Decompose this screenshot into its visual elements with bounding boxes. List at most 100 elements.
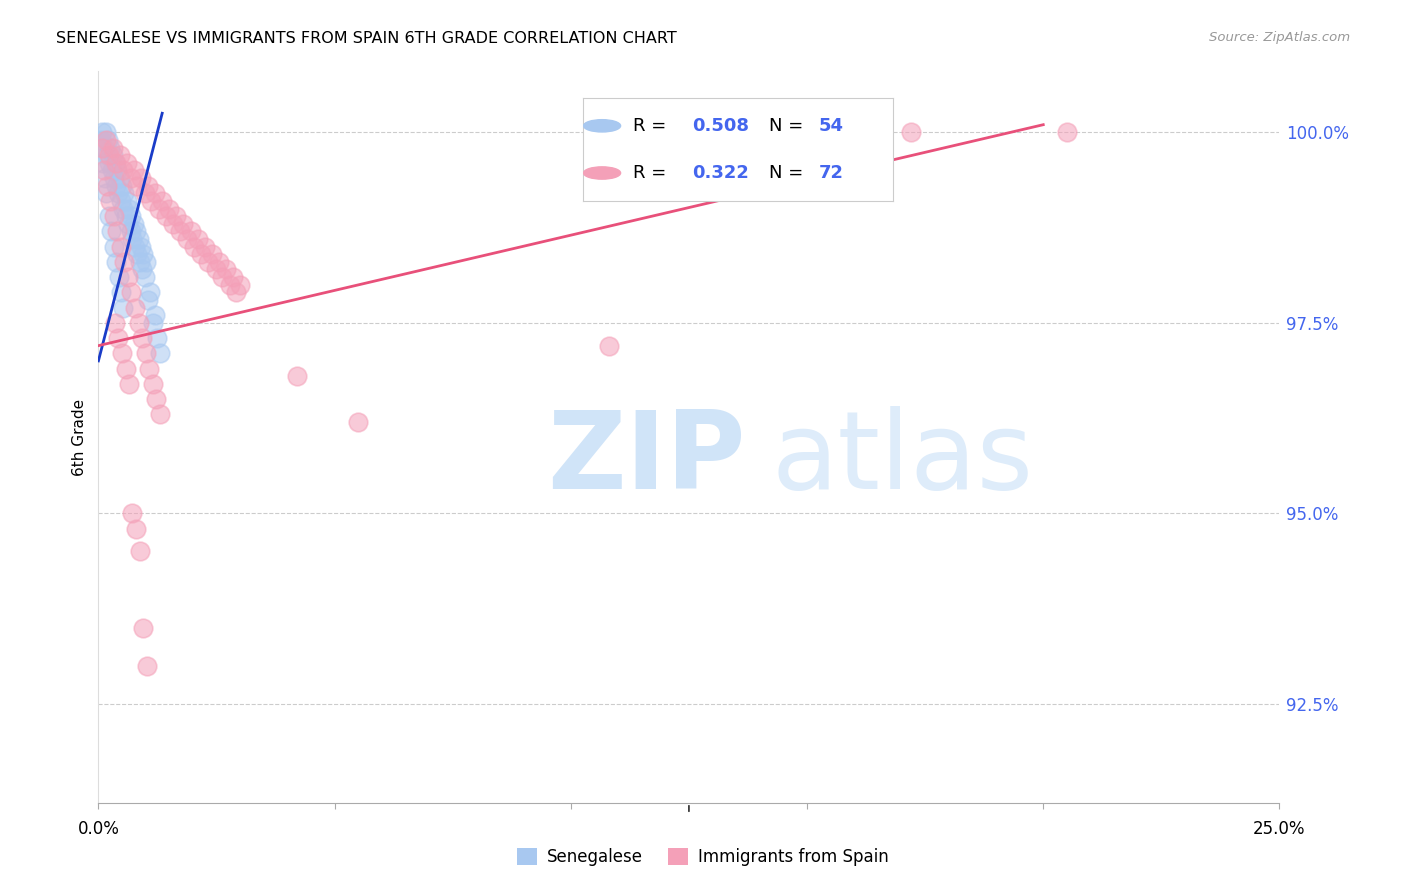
Point <box>96 148 118 162</box>
Point <box>134 270 156 285</box>
Point <box>107 331 129 345</box>
Point <box>118 202 141 216</box>
Point <box>222 270 245 285</box>
Point <box>142 376 165 391</box>
Point <box>162 217 184 231</box>
Point <box>900 125 922 139</box>
Point <box>142 316 165 330</box>
Point <box>104 155 127 169</box>
Text: N =: N = <box>769 117 808 135</box>
Point <box>117 270 139 285</box>
Point <box>211 270 233 285</box>
Point <box>124 301 146 315</box>
Point <box>97 148 120 162</box>
Point <box>97 133 120 147</box>
Point <box>105 178 128 193</box>
Point <box>107 186 129 201</box>
Point <box>111 163 134 178</box>
Text: 0.0%: 0.0% <box>77 820 120 838</box>
Point <box>104 255 127 269</box>
Point <box>598 338 620 352</box>
Point <box>98 140 121 154</box>
Point <box>96 186 118 201</box>
Point <box>125 224 148 238</box>
Point <box>146 331 169 345</box>
Point <box>115 194 138 208</box>
Point <box>138 361 160 376</box>
Text: Source: ZipAtlas.com: Source: ZipAtlas.com <box>1209 31 1350 45</box>
Point <box>155 209 177 223</box>
Point <box>98 194 121 208</box>
Point <box>110 239 132 253</box>
Circle shape <box>583 167 620 179</box>
Point <box>132 621 155 635</box>
Point <box>197 255 219 269</box>
Point <box>101 148 124 162</box>
Point <box>96 178 118 193</box>
Circle shape <box>583 120 620 132</box>
Point <box>108 148 131 162</box>
Point <box>100 224 122 238</box>
Point <box>91 140 114 154</box>
Y-axis label: 6th Grade: 6th Grade <box>72 399 87 475</box>
Point <box>111 202 134 216</box>
Point <box>145 392 167 406</box>
Point <box>93 163 115 178</box>
Point <box>112 255 135 269</box>
Point <box>103 171 125 186</box>
Text: N =: N = <box>769 164 808 182</box>
Point <box>105 155 128 169</box>
Point <box>97 155 120 169</box>
Point <box>103 239 125 253</box>
Point <box>122 163 145 178</box>
Point <box>194 239 217 253</box>
Point <box>127 178 149 193</box>
Point <box>134 186 156 201</box>
Point <box>105 224 128 238</box>
Point <box>120 171 142 186</box>
Point <box>165 209 187 223</box>
Text: 25.0%: 25.0% <box>1253 820 1306 838</box>
Point <box>110 285 132 300</box>
Point <box>149 407 172 421</box>
Point <box>176 232 198 246</box>
Point <box>129 544 152 558</box>
Point <box>169 224 191 238</box>
Point <box>98 209 121 223</box>
Point <box>131 262 153 277</box>
Point <box>135 658 157 673</box>
Point <box>111 178 134 193</box>
Point <box>150 194 173 208</box>
Point <box>105 163 128 178</box>
Point <box>157 202 180 216</box>
Point <box>187 232 209 246</box>
Text: 72: 72 <box>818 164 844 182</box>
Text: 0.508: 0.508 <box>692 117 749 135</box>
Text: SENEGALESE VS IMMIGRANTS FROM SPAIN 6TH GRADE CORRELATION CHART: SENEGALESE VS IMMIGRANTS FROM SPAIN 6TH … <box>56 31 678 46</box>
Text: 54: 54 <box>818 117 844 135</box>
Point <box>120 224 142 238</box>
Point <box>128 316 150 330</box>
Text: atlas: atlas <box>772 406 1033 512</box>
Point <box>101 140 124 154</box>
Point <box>180 224 202 238</box>
Point <box>129 239 152 253</box>
Point <box>121 232 143 246</box>
Point <box>112 186 135 201</box>
Point <box>115 155 138 169</box>
Point <box>121 285 143 300</box>
Point <box>121 209 143 223</box>
Point <box>125 521 148 535</box>
Point <box>118 376 141 391</box>
Point <box>107 270 129 285</box>
Point <box>135 255 157 269</box>
Point <box>121 506 143 520</box>
Point <box>108 171 131 186</box>
Legend: Senegalese, Immigrants from Spain: Senegalese, Immigrants from Spain <box>510 841 896 873</box>
Point <box>94 133 117 147</box>
Point <box>218 277 240 292</box>
Point <box>90 133 112 147</box>
Point <box>117 217 139 231</box>
Point <box>110 194 132 208</box>
Point <box>112 301 135 315</box>
